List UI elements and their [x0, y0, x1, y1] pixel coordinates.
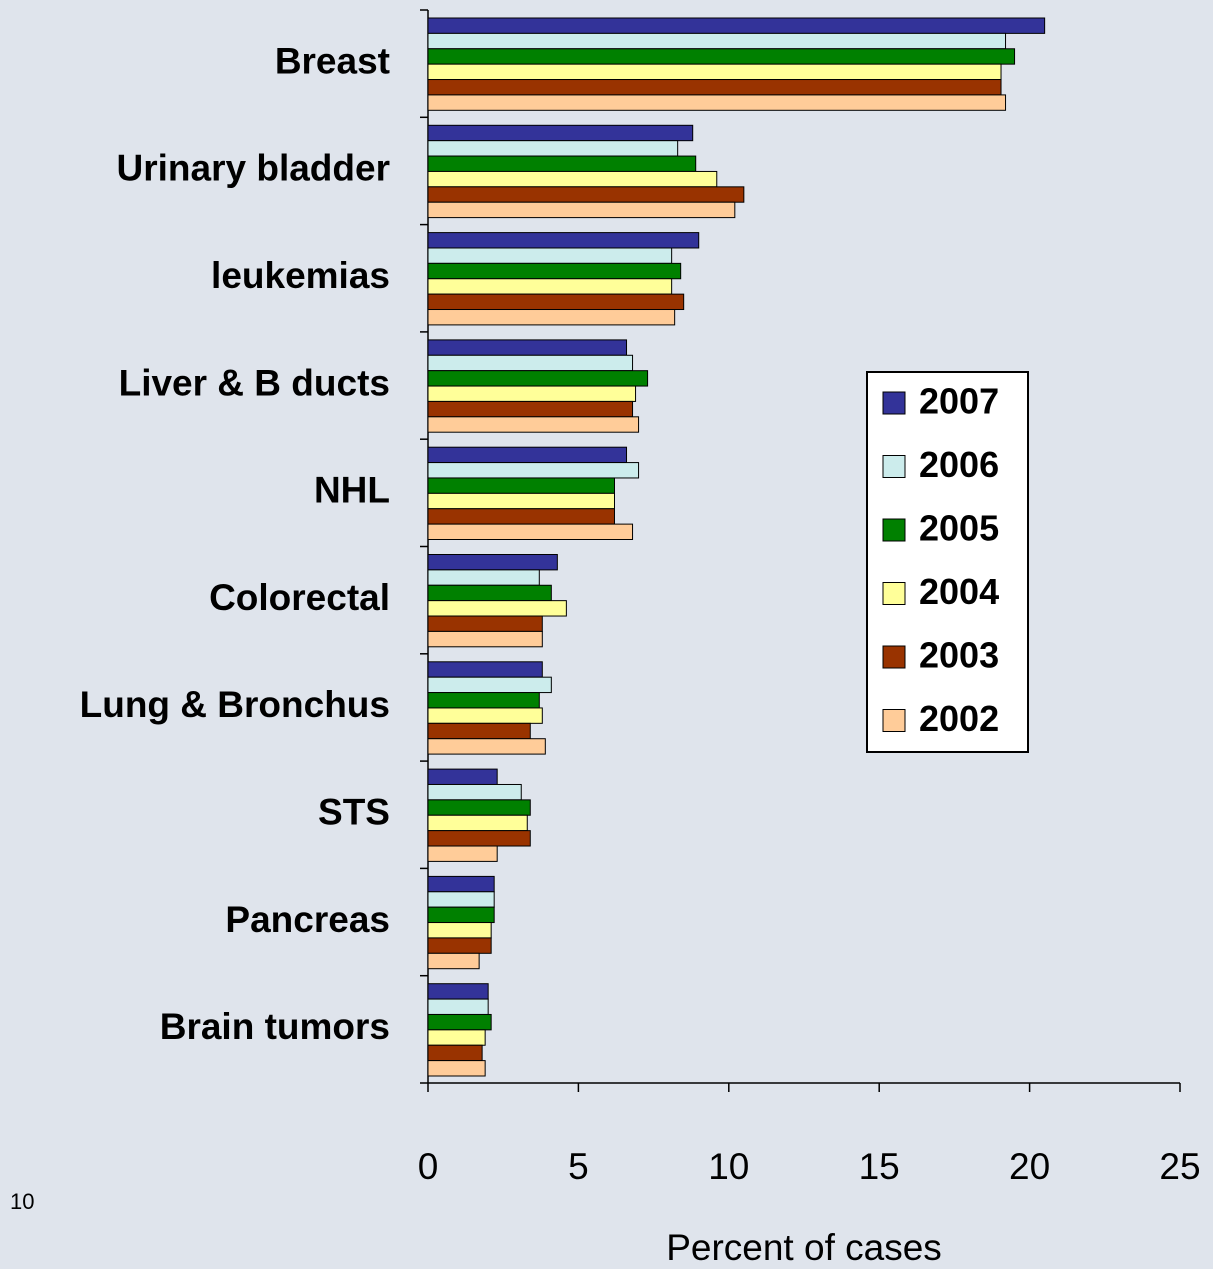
bar	[427, 155, 697, 172]
bar	[427, 170, 718, 188]
bar	[427, 48, 1016, 65]
bar	[427, 584, 552, 602]
x-tick-label: 20	[1009, 1146, 1050, 1187]
bar	[427, 676, 552, 694]
bar	[427, 339, 628, 356]
bar	[427, 768, 498, 785]
x-tick-label: 10	[708, 1146, 749, 1187]
bar	[427, 186, 745, 203]
legend-swatch	[882, 518, 906, 542]
x-tick-label: 5	[568, 1146, 589, 1187]
x-tick-label: 25	[1159, 1146, 1200, 1187]
bar	[427, 232, 700, 249]
page-number: 10	[10, 1189, 34, 1214]
y-tick-label: Colorectal	[209, 577, 390, 618]
y-tick-label: Breast	[275, 40, 390, 81]
bar	[427, 814, 528, 832]
bar	[427, 722, 531, 740]
bar	[427, 32, 1007, 50]
bar	[427, 783, 522, 801]
bar	[427, 400, 634, 418]
bar	[427, 983, 489, 1000]
bar	[427, 446, 628, 464]
bar	[427, 17, 1046, 34]
bar	[427, 79, 1002, 96]
bar	[427, 140, 679, 157]
bar	[427, 293, 685, 311]
y-tick-label: Lung & Bronchus	[80, 684, 390, 725]
bar	[427, 615, 543, 632]
bar	[427, 63, 1002, 81]
bar	[427, 416, 640, 433]
x-tick-label: 0	[418, 1146, 439, 1187]
legend-swatch	[882, 582, 906, 605]
y-tick-label: Urinary bladder	[117, 148, 390, 189]
legend-label: 2005	[919, 508, 999, 549]
y-tick-label: Pancreas	[225, 899, 390, 940]
bar	[427, 799, 531, 816]
legend-swatch	[882, 645, 906, 669]
bar	[427, 201, 736, 219]
legend-swatch	[882, 709, 906, 732]
bar	[427, 554, 558, 571]
bar	[427, 477, 615, 494]
y-tick-label: leukemias	[211, 255, 390, 296]
legend-label: 2004	[919, 571, 999, 612]
bar	[427, 830, 531, 847]
bar	[427, 462, 640, 479]
bar	[427, 354, 634, 372]
bar	[427, 370, 649, 387]
legend-label: 2006	[919, 444, 999, 485]
bar	[427, 738, 546, 755]
y-tick-label: Brain tumors	[160, 1006, 390, 1047]
bar	[427, 247, 673, 264]
legend-swatch	[882, 391, 906, 415]
bar	[427, 309, 676, 326]
bar	[427, 922, 492, 939]
legend-label: 2003	[919, 635, 999, 676]
bar	[427, 661, 543, 678]
x-tick-label: 15	[859, 1146, 900, 1187]
bar	[427, 492, 615, 510]
bar	[427, 278, 673, 295]
bar	[427, 1029, 486, 1046]
legend-label: 2002	[919, 698, 999, 739]
bar	[427, 569, 540, 586]
bar	[427, 1013, 492, 1031]
bar	[427, 998, 489, 1015]
bar	[427, 94, 1007, 111]
y-tick-label: Liver & B ducts	[119, 362, 390, 403]
legend-box	[866, 371, 1029, 753]
bar	[427, 523, 634, 540]
bar	[427, 937, 492, 954]
bar	[427, 600, 567, 617]
y-tick-label: STS	[318, 792, 390, 833]
bar	[427, 845, 498, 862]
bar	[427, 385, 637, 402]
bar	[427, 124, 694, 142]
y-tick-label: NHL	[314, 470, 390, 511]
legend-label: 2007	[919, 381, 999, 422]
bar	[427, 707, 543, 724]
bar	[427, 1060, 486, 1077]
bar	[427, 891, 495, 908]
bar	[427, 875, 495, 893]
bar	[427, 906, 495, 924]
bar	[427, 692, 540, 709]
bar	[427, 630, 543, 648]
bar	[427, 262, 682, 280]
bar	[427, 508, 615, 525]
bar	[427, 952, 480, 970]
legend-swatch	[882, 455, 906, 478]
bar	[427, 1044, 483, 1062]
x-axis-label: Percent of cases	[666, 1227, 942, 1268]
